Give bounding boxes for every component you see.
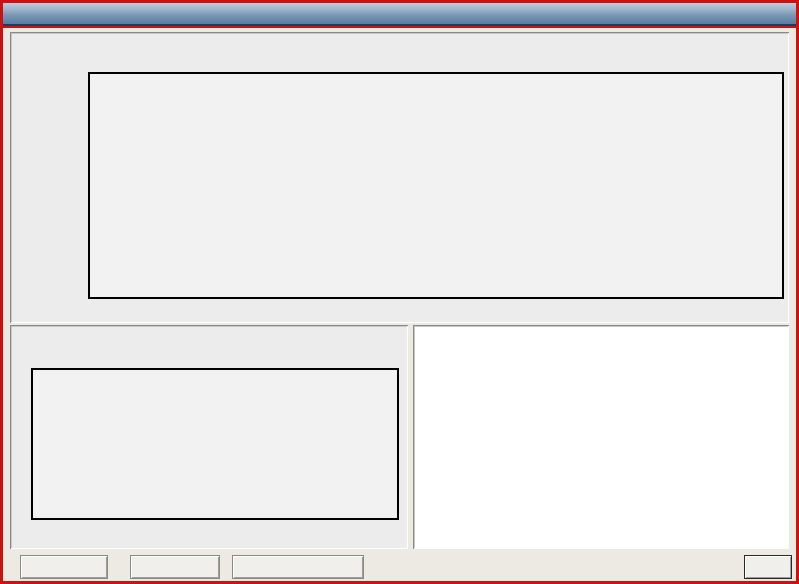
drive-info-panel — [413, 325, 789, 549]
save-results-button[interactable] — [20, 555, 108, 579]
burst-bar-chart — [33, 370, 397, 518]
done-button[interactable] — [744, 555, 792, 579]
seq-read-plot — [88, 72, 784, 299]
compare-another-drive-button[interactable] — [232, 555, 364, 579]
client-area — [3, 28, 796, 581]
seq-read-line-chart — [90, 74, 782, 297]
burst-speed-plot — [31, 368, 399, 520]
title-bar[interactable] — [3, 3, 796, 26]
burst-speed-panel — [10, 325, 408, 549]
upload-results-button[interactable] — [130, 555, 220, 579]
info-spacer — [420, 331, 785, 346]
sequential-read-panel — [10, 32, 789, 323]
